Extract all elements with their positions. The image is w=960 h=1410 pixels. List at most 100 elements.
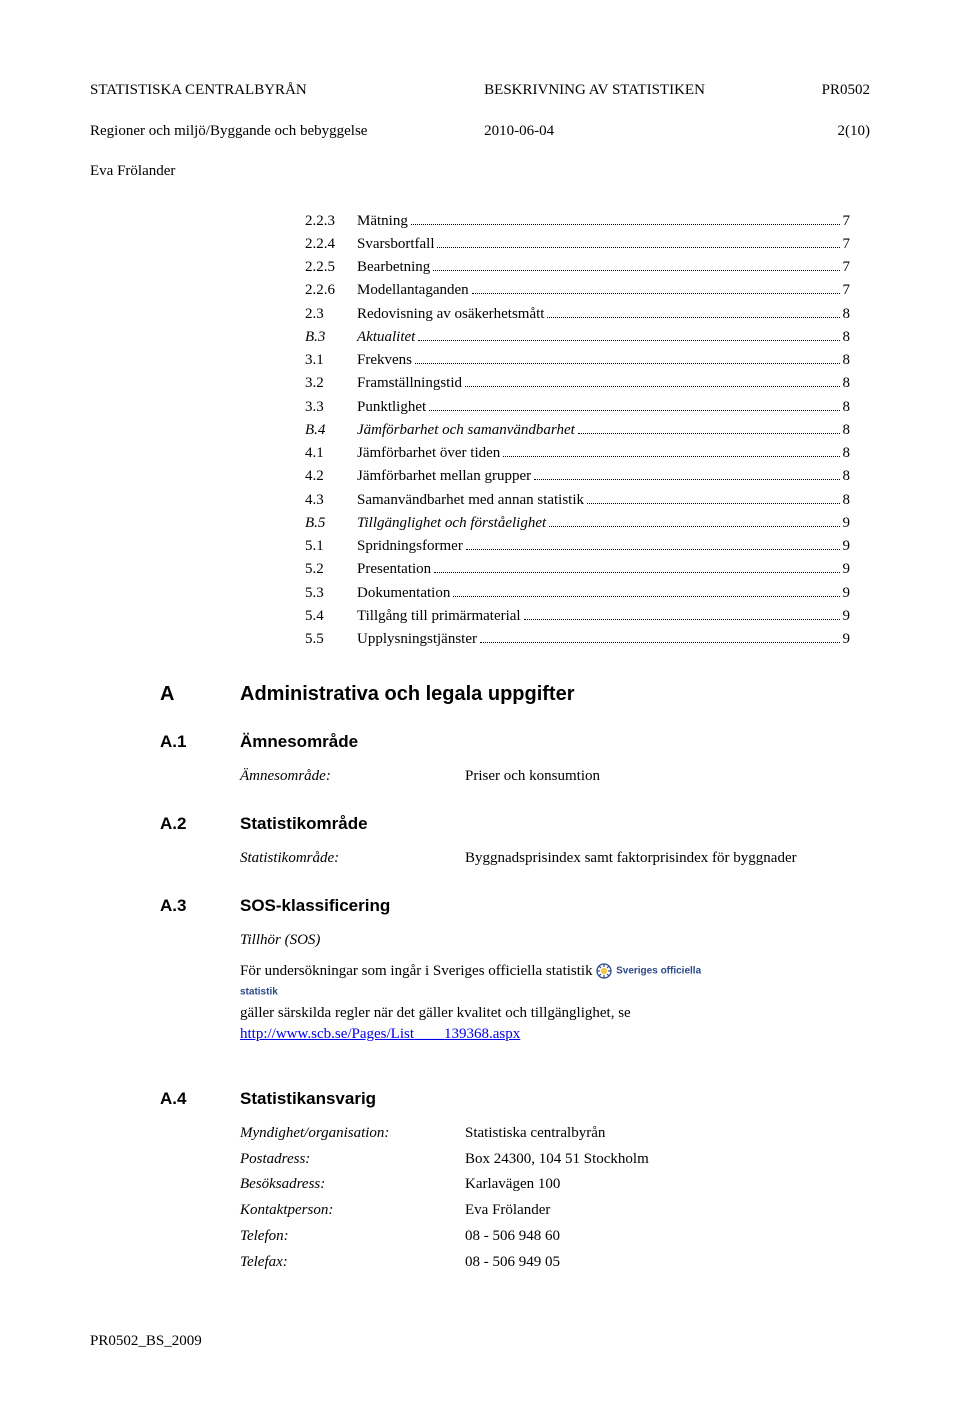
toc-page: 9	[843, 535, 851, 558]
toc-row: 3.2Framställningstid8	[305, 372, 850, 395]
toc-page: 7	[843, 210, 851, 233]
subheading-a2-title: Statistikområde	[240, 814, 368, 834]
toc-dots	[434, 572, 839, 573]
a1-label: Ämnesområde:	[240, 766, 465, 788]
subheading-a2-num: A.2	[160, 814, 240, 834]
page-footer: PR0502_BS_2009	[90, 1333, 870, 1350]
header-right: PR0502 2(10)	[822, 60, 870, 182]
toc-label: Jämförbarhet över tiden	[357, 442, 500, 465]
toc-num: 5.2	[305, 558, 357, 581]
a4-row: Telefon:08 - 506 948 60	[240, 1226, 870, 1248]
toc-dots	[472, 293, 840, 294]
subheading-a3: A.3 SOS-klassificering	[160, 896, 870, 916]
subheading-a2: A.2 Statistikområde	[160, 814, 870, 834]
toc-page: 8	[843, 442, 851, 465]
toc-row: 2.2.5Bearbetning7	[305, 256, 850, 279]
header-dept: Regioner och miljö/Byggande och bebyggel…	[90, 123, 367, 139]
toc-dots	[465, 386, 840, 387]
header-org: STATISTISKA CENTRALBYRÅN	[90, 82, 307, 98]
a2-row: Statistikområde: Byggnadsprisindex samt …	[240, 848, 870, 870]
toc-num: 2.2.3	[305, 210, 357, 233]
toc-page: 7	[843, 256, 851, 279]
toc-row: 2.2.6Modellantaganden7	[305, 279, 850, 302]
toc-row: B.3Aktualitet8	[305, 326, 850, 349]
toc-row: 2.2.3Mätning 7	[305, 210, 850, 233]
a3-subtitle: Tillhör (SOS)	[240, 930, 710, 951]
a4-value: Statistiska centralbyrån	[465, 1123, 870, 1145]
toc-dots	[524, 619, 840, 620]
a4-rows: Myndighet/organisation:Statistiska centr…	[160, 1123, 870, 1274]
subheading-a4: A.4 Statistikansvarig	[160, 1089, 870, 1109]
header-middle: BESKRIVNING AV STATISTIKEN 2010-06-04	[484, 60, 705, 182]
toc-label: Aktualitet	[357, 326, 415, 349]
toc-num: B.4	[305, 419, 357, 442]
subheading-a1: A.1 Ämnesområde	[160, 732, 870, 752]
header-page-number: 2(10)	[838, 123, 871, 139]
toc-page: 8	[843, 303, 851, 326]
toc-row: 4.1Jämförbarhet över tiden8	[305, 442, 850, 465]
toc-label: Frekvens	[357, 349, 412, 372]
toc-label: Samanvändbarhet med annan statistik	[357, 489, 584, 512]
toc-label: Framställningstid	[357, 372, 462, 395]
toc-page: 7	[843, 279, 851, 302]
a4-label: Postadress:	[240, 1149, 465, 1171]
subheading-a1-num: A.1	[160, 732, 240, 752]
toc-label: Tillgång till primärmaterial	[357, 605, 521, 628]
toc-page: 8	[843, 419, 851, 442]
toc-num: 2.2.6	[305, 279, 357, 302]
toc-row: 5.5Upplysningstjänster9	[305, 628, 850, 651]
toc-label: Jämförbarhet och samanvändbarhet	[357, 419, 575, 442]
toc-page: 7	[843, 233, 851, 256]
a1-row: Ämnesområde: Priser och konsumtion	[240, 766, 870, 788]
toc-label: Tillgänglighet och förståelighet	[357, 512, 546, 535]
toc-row: 5.3Dokumentation9	[305, 582, 850, 605]
subheading-a1-title: Ämnesområde	[240, 732, 358, 752]
toc-label: Bearbetning	[357, 256, 430, 279]
toc-num: 3.1	[305, 349, 357, 372]
a3-link[interactable]: http://www.scb.se/Pages/List____139368.a…	[240, 1026, 520, 1042]
header-code: PR0502	[822, 82, 870, 98]
toc-dots	[549, 526, 839, 527]
toc-num: 4.2	[305, 465, 357, 488]
a4-value: 08 - 506 948 60	[465, 1226, 870, 1248]
toc-label: Mätning	[357, 210, 408, 233]
toc-dots	[418, 340, 839, 341]
toc-label: Jämförbarhet mellan grupper	[357, 465, 531, 488]
a1-value: Priser och konsumtion	[465, 766, 870, 788]
a4-row: Postadress:Box 24300, 104 51 Stockholm	[240, 1149, 870, 1171]
toc-label: Dokumentation	[357, 582, 450, 605]
heading-a-title: Administrativa och legala uppgifter	[240, 683, 575, 706]
toc-num: 4.3	[305, 489, 357, 512]
a3-text-post: gäller särskilda regler när det gäller k…	[240, 1005, 631, 1021]
header-date: 2010-06-04	[484, 123, 554, 139]
a4-value: Box 24300, 104 51 Stockholm	[465, 1149, 870, 1171]
sos-badge-icon	[596, 961, 612, 982]
section-a: A Administrativa och legala uppgifter A.…	[160, 683, 870, 1273]
a4-label: Telefax:	[240, 1252, 465, 1274]
toc-dots	[429, 410, 839, 411]
toc-page: 9	[843, 512, 851, 535]
toc-row: 4.3Samanvändbarhet med annan statistik 8	[305, 489, 850, 512]
a4-row: Myndighet/organisation:Statistiska centr…	[240, 1123, 870, 1145]
toc-row: B.5Tillgänglighet och förståelighet 9	[305, 512, 850, 535]
toc-dots	[503, 456, 839, 457]
table-of-contents: 2.2.3Mätning72.2.4Svarsbortfall72.2.5Bea…	[305, 210, 850, 652]
a4-value: Karlavägen 100	[465, 1174, 870, 1196]
toc-row: 5.4Tillgång till primärmaterial9	[305, 605, 850, 628]
toc-label: Presentation	[357, 558, 431, 581]
header-left: STATISTISKA CENTRALBYRÅN Regioner och mi…	[90, 60, 367, 182]
toc-dots	[437, 247, 839, 248]
toc-dots	[453, 596, 839, 597]
toc-dots	[578, 433, 840, 434]
toc-num: B.5	[305, 512, 357, 535]
toc-label: Svarsbortfall	[357, 233, 434, 256]
subheading-a4-num: A.4	[160, 1089, 240, 1109]
toc-page: 8	[843, 489, 851, 512]
toc-num: 3.2	[305, 372, 357, 395]
a4-row: Kontaktperson:Eva Frölander	[240, 1200, 870, 1222]
page-header: STATISTISKA CENTRALBYRÅN Regioner och mi…	[90, 60, 870, 182]
toc-dots	[587, 503, 839, 504]
toc-dots	[480, 642, 840, 643]
toc-row: 5.2Presentation9	[305, 558, 850, 581]
a4-label: Myndighet/organisation:	[240, 1123, 465, 1145]
